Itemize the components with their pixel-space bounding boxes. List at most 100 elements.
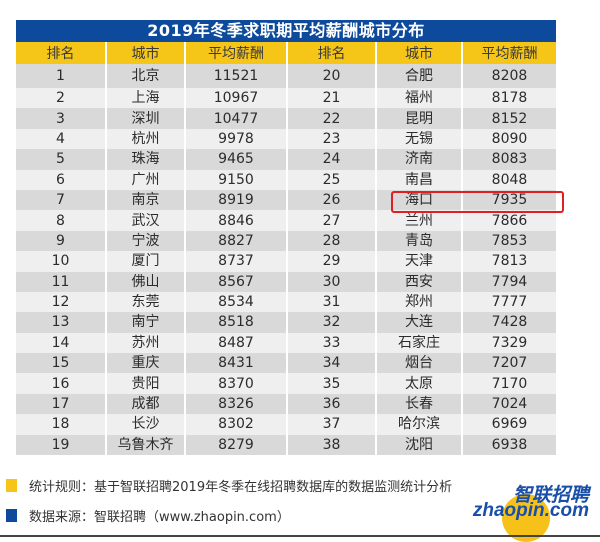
logo-en-text: zhaopin.com (472, 500, 589, 521)
table-title: 2019年冬季求职期平均薪酬城市分布 (16, 20, 556, 42)
salary-cell: 9465 (184, 149, 287, 170)
salary-cell: 7813 (461, 251, 556, 272)
rank-cell: 38 (286, 434, 376, 456)
salary-cell: 7170 (461, 373, 556, 394)
rank-cell: 25 (286, 169, 376, 190)
rank-cell: 33 (286, 332, 376, 354)
table-row: 2 上海 10967 21 福州 8178 (16, 88, 556, 109)
salary-cell: 8152 (461, 108, 556, 129)
rank-cell: 18 (16, 414, 106, 435)
source-text: 数据来源：智联招聘（www.zhaopin.com） (29, 510, 290, 525)
bottom-divider (0, 535, 600, 537)
city-cell: 兰州 (375, 210, 462, 231)
salary-cell: 8302 (184, 414, 287, 435)
table-row: 7 南京 8919 26 海口 7935 (16, 189, 556, 211)
rank-cell: 37 (286, 414, 376, 435)
rank-cell: 4 (16, 128, 106, 150)
header-city: 城市 (375, 42, 462, 64)
salary-cell: 7794 (461, 271, 556, 292)
city-cell: 长沙 (105, 414, 185, 435)
logo-sun-icon (502, 494, 550, 542)
rank-cell: 35 (286, 373, 376, 394)
city-cell: 乌鲁木齐 (105, 434, 185, 456)
salary-cell: 8279 (184, 434, 287, 456)
table-row: 13 南宁 8518 32 大连 7428 (16, 312, 556, 333)
table-row: 18 长沙 8302 37 哈尔滨 6969 (16, 414, 556, 435)
table-row: 8 武汉 8846 27 兰州 7866 (16, 210, 556, 231)
blue-square-icon (6, 509, 17, 522)
city-cell: 佛山 (105, 271, 185, 292)
salary-cell: 8083 (461, 149, 556, 170)
city-cell: 苏州 (105, 332, 185, 354)
city-cell: 珠海 (105, 149, 185, 170)
rank-cell: 14 (16, 332, 106, 354)
salary-cell: 8827 (184, 230, 287, 252)
rank-cell: 9 (16, 230, 106, 252)
city-cell: 太原 (375, 373, 462, 394)
rule-text: 统计规则：基于智联招聘2019年冬季在线招聘数据库的数据监测统计分析 (29, 480, 453, 495)
table-row: 6 广州 9150 25 南昌 8048 (16, 169, 556, 190)
city-cell: 深圳 (105, 108, 185, 129)
yellow-square-icon (6, 479, 17, 492)
salary-cell: 8208 (461, 64, 556, 88)
salary-cell: 8370 (184, 373, 287, 394)
city-cell: 武汉 (105, 210, 185, 231)
city-cell: 南昌 (375, 169, 462, 190)
city-cell: 西安 (375, 271, 462, 292)
rank-cell: 24 (286, 149, 376, 170)
salary-cell: 7853 (461, 230, 556, 252)
salary-cell: 9150 (184, 169, 287, 190)
salary-cell: 7777 (461, 291, 556, 313)
rank-cell: 16 (16, 373, 106, 394)
table-row: 15 重庆 8431 34 烟台 7207 (16, 353, 556, 374)
zhaopin-logo: 智联招聘 zhaopin.com (472, 480, 597, 542)
rank-cell: 29 (286, 251, 376, 272)
salary-cell: 6938 (461, 434, 556, 456)
salary-cell: 7329 (461, 332, 556, 354)
city-cell: 合肥 (375, 64, 462, 88)
salary-cell: 8178 (461, 88, 556, 109)
salary-cell: 8326 (184, 393, 287, 415)
salary-cell: 8846 (184, 210, 287, 231)
salary-table: 排名 城市 平均薪酬 排名 城市 平均薪酬 1 北京 11521 20 合肥 8208 2 上… (16, 42, 556, 456)
rank-cell: 30 (286, 271, 376, 292)
table-row: 19 乌鲁木齐 8279 38 沈阳 6938 (16, 434, 556, 456)
salary-cell: 8534 (184, 291, 287, 313)
salary-cell: 10967 (184, 88, 287, 109)
salary-cell: 8048 (461, 169, 556, 190)
header-row: 排名 城市 平均薪酬 排名 城市 平均薪酬 (16, 42, 556, 64)
rank-cell: 7 (16, 189, 106, 211)
rank-cell: 8 (16, 210, 106, 231)
salary-cell: 8919 (184, 189, 287, 211)
header-rank: 排名 (286, 42, 376, 64)
logo-cn-text: 智联招聘 (512, 484, 589, 506)
salary-cell: 8737 (184, 251, 287, 272)
table-row: 14 苏州 8487 33 石家庄 7329 (16, 332, 556, 354)
salary-cell: 11521 (184, 64, 287, 88)
city-cell: 南宁 (105, 312, 185, 333)
city-cell: 北京 (105, 64, 185, 88)
city-cell: 海口 (375, 189, 462, 211)
table-row: 16 贵阳 8370 35 太原 7170 (16, 373, 556, 394)
rank-cell: 1 (16, 64, 106, 88)
city-cell: 石家庄 (375, 332, 462, 354)
salary-cell: 8518 (184, 312, 287, 333)
city-cell: 福州 (375, 88, 462, 109)
rank-cell: 21 (286, 88, 376, 109)
city-cell: 烟台 (375, 353, 462, 374)
city-cell: 长春 (375, 393, 462, 415)
rank-cell: 3 (16, 108, 106, 129)
salary-cell: 7428 (461, 312, 556, 333)
city-cell: 沈阳 (375, 434, 462, 456)
rank-cell: 6 (16, 169, 106, 190)
city-cell: 济南 (375, 149, 462, 170)
table-row: 10 厦门 8737 29 天津 7813 (16, 251, 556, 272)
rank-cell: 13 (16, 312, 106, 333)
rank-cell: 12 (16, 291, 106, 313)
table-row: 9 宁波 8827 28 青岛 7853 (16, 230, 556, 252)
table-row: 11 佛山 8567 30 西安 7794 (16, 271, 556, 292)
city-cell: 昆明 (375, 108, 462, 129)
rank-cell: 34 (286, 353, 376, 374)
rank-cell: 15 (16, 353, 106, 374)
salary-cell: 7866 (461, 210, 556, 231)
